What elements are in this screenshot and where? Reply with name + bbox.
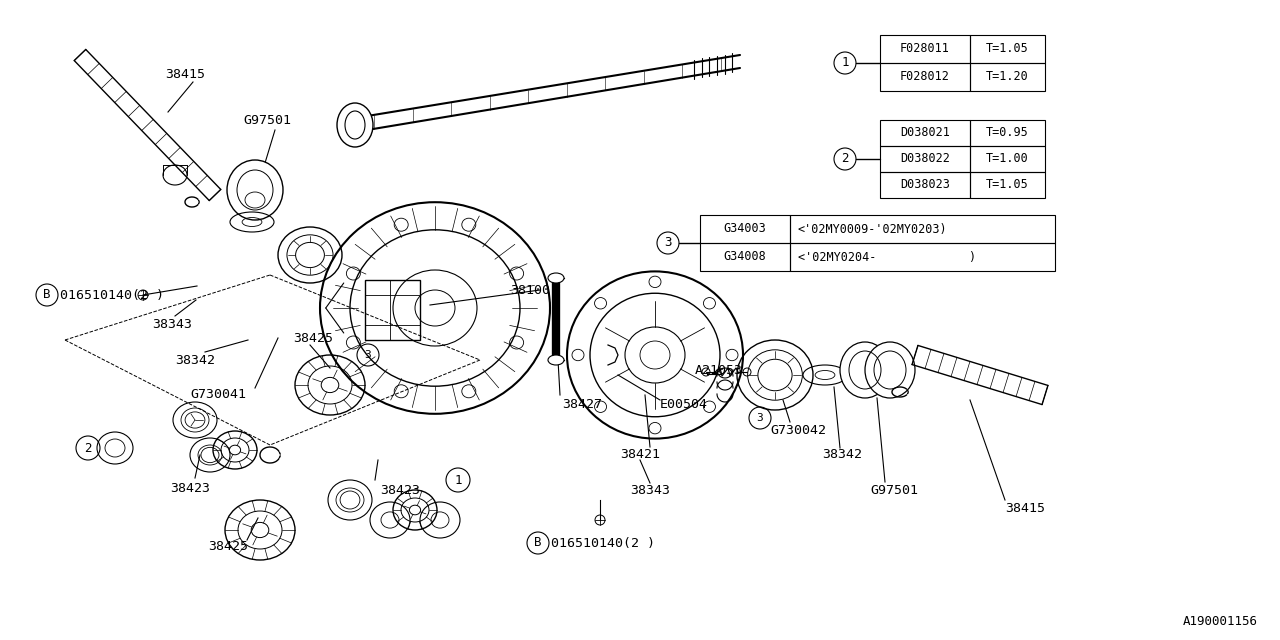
- Text: B: B: [534, 536, 541, 550]
- Text: G730042: G730042: [771, 424, 826, 436]
- Text: 38421: 38421: [620, 449, 660, 461]
- Text: 38415: 38415: [165, 68, 205, 81]
- Bar: [881, 63, 970, 91]
- Text: G97501: G97501: [243, 113, 291, 127]
- Bar: [790, 215, 1055, 243]
- Text: 3: 3: [664, 237, 672, 250]
- Bar: [970, 35, 1044, 63]
- Ellipse shape: [840, 342, 890, 398]
- Text: 38342: 38342: [822, 449, 861, 461]
- Ellipse shape: [865, 342, 915, 398]
- Text: 38423: 38423: [170, 481, 210, 495]
- Bar: [881, 172, 970, 198]
- Ellipse shape: [227, 160, 283, 220]
- Text: F028012: F028012: [900, 70, 950, 83]
- Bar: [881, 35, 970, 63]
- Ellipse shape: [548, 355, 564, 365]
- Bar: [970, 172, 1044, 198]
- Text: 016510140(2 ): 016510140(2 ): [60, 289, 164, 301]
- Text: 016510140(2 ): 016510140(2 ): [550, 536, 655, 550]
- Text: E00504: E00504: [660, 399, 708, 412]
- Text: 38423: 38423: [380, 483, 420, 497]
- Text: D038022: D038022: [900, 152, 950, 166]
- Polygon shape: [355, 55, 740, 132]
- Bar: [790, 243, 1055, 271]
- Bar: [881, 146, 970, 172]
- Text: 38425: 38425: [207, 541, 248, 554]
- Text: T=1.00: T=1.00: [986, 152, 1029, 166]
- Text: 3: 3: [365, 350, 371, 360]
- Text: 1: 1: [841, 56, 849, 70]
- Text: 38343: 38343: [152, 319, 192, 332]
- Text: G730041: G730041: [189, 388, 246, 401]
- Text: 38343: 38343: [630, 483, 669, 497]
- Text: D038021: D038021: [900, 127, 950, 140]
- Text: F028011: F028011: [900, 42, 950, 56]
- Text: B: B: [44, 289, 51, 301]
- Text: G34008: G34008: [723, 250, 767, 264]
- Text: A21053: A21053: [695, 364, 742, 376]
- Text: T=0.95: T=0.95: [986, 127, 1029, 140]
- Ellipse shape: [337, 103, 372, 147]
- Text: <'02MY0009-'02MY0203): <'02MY0009-'02MY0203): [797, 223, 947, 236]
- Text: T=1.05: T=1.05: [986, 42, 1029, 56]
- Text: 38100: 38100: [509, 284, 550, 296]
- Bar: [700, 215, 790, 243]
- Text: 38342: 38342: [175, 353, 215, 367]
- Text: 38415: 38415: [1005, 502, 1044, 515]
- Bar: [970, 146, 1044, 172]
- Bar: [700, 243, 790, 271]
- Bar: [970, 63, 1044, 91]
- Ellipse shape: [548, 273, 564, 283]
- Text: D038023: D038023: [900, 179, 950, 191]
- Text: <'02MY0204-             ): <'02MY0204- ): [797, 250, 977, 264]
- Text: 3: 3: [756, 413, 763, 423]
- Bar: [881, 120, 970, 146]
- Text: 38427: 38427: [562, 399, 602, 412]
- Text: T=1.05: T=1.05: [986, 179, 1029, 191]
- Bar: [970, 120, 1044, 146]
- Text: 2: 2: [841, 152, 849, 166]
- Text: 2: 2: [84, 442, 92, 454]
- Text: G97501: G97501: [870, 483, 918, 497]
- Bar: [365, 280, 420, 340]
- Text: 1: 1: [454, 474, 462, 486]
- Text: T=1.20: T=1.20: [986, 70, 1029, 83]
- Text: 38425: 38425: [293, 332, 333, 344]
- Text: A190001156: A190001156: [1183, 615, 1258, 628]
- Text: G34003: G34003: [723, 223, 767, 236]
